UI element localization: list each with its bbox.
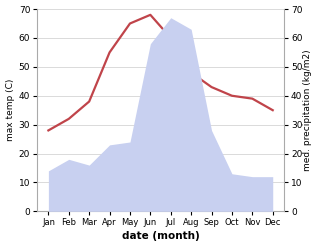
Y-axis label: med. precipitation (kg/m2): med. precipitation (kg/m2) <box>303 49 313 171</box>
Y-axis label: max temp (C): max temp (C) <box>5 79 15 141</box>
X-axis label: date (month): date (month) <box>122 231 199 242</box>
